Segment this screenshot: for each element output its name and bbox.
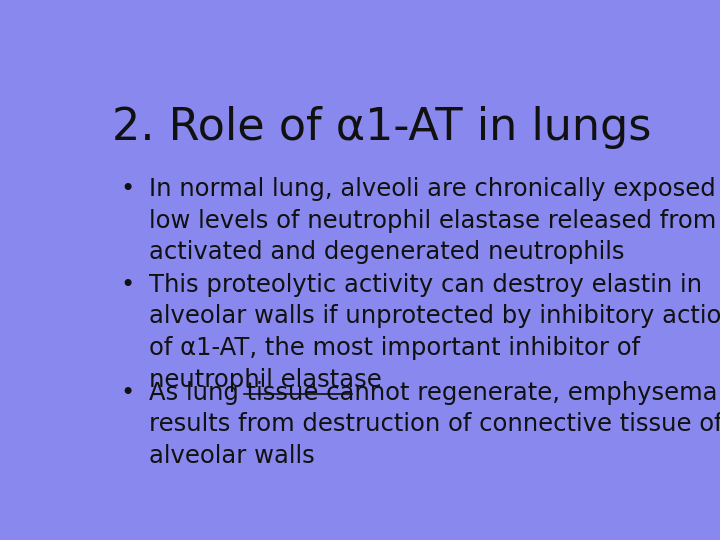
Text: •: • (121, 381, 135, 405)
Text: 2. Role of α1-AT in lungs: 2. Role of α1-AT in lungs (112, 106, 652, 150)
Text: As lung tissue cannot regenerate, emphysema
results from destruction of connecti: As lung tissue cannot regenerate, emphys… (148, 381, 720, 468)
Text: •: • (121, 177, 135, 201)
Text: •: • (121, 273, 135, 296)
Text: This proteolytic activity can destroy elastin in
alveolar walls if unprotected b: This proteolytic activity can destroy el… (148, 273, 720, 392)
Text: In normal lung, alveoli are chronically exposed to
low levels of neutrophil elas: In normal lung, alveoli are chronically … (148, 177, 720, 264)
